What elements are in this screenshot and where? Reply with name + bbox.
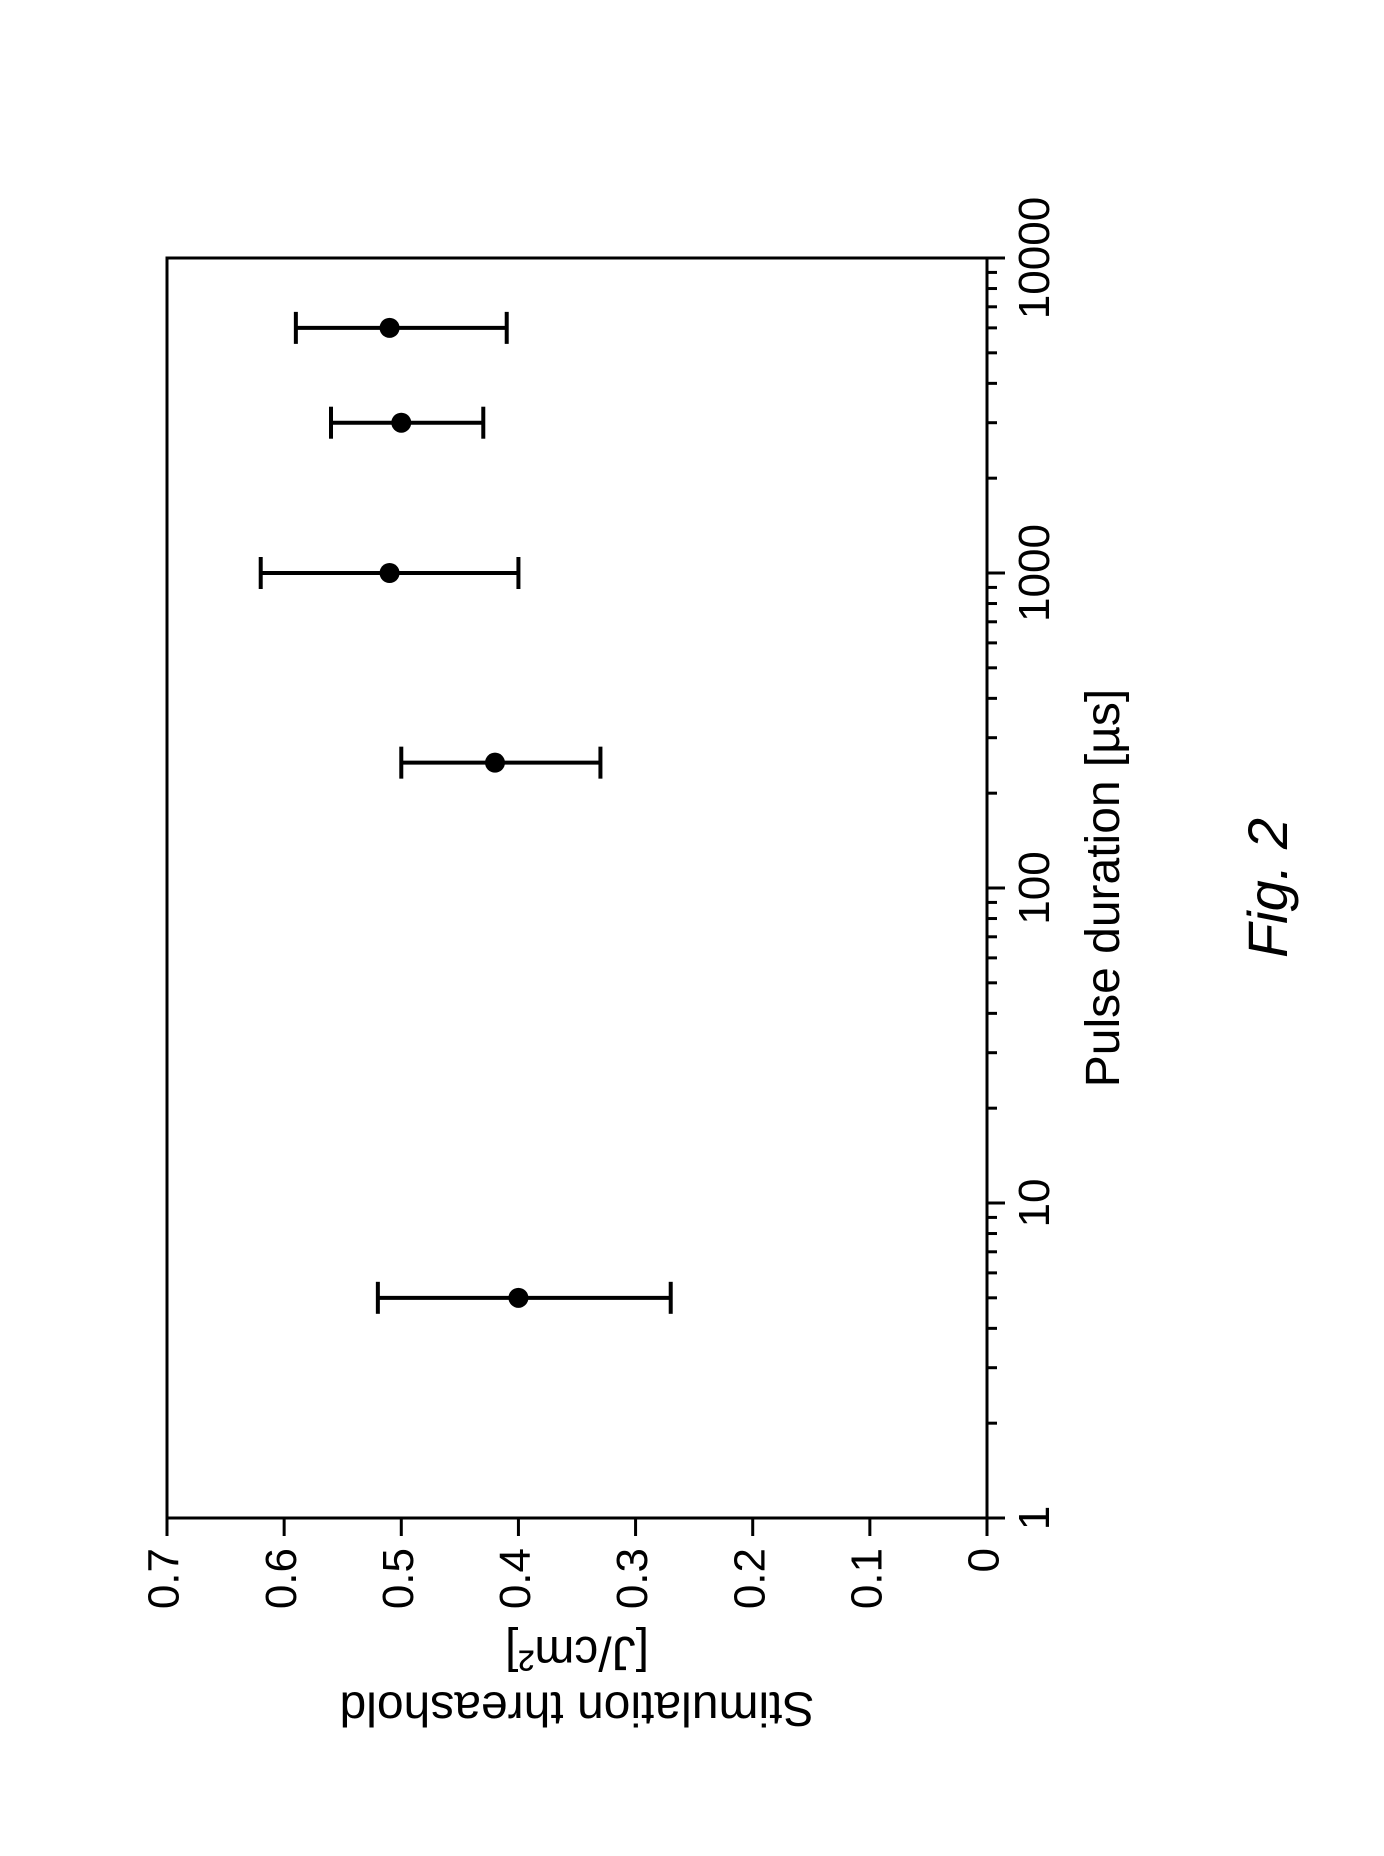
y-tick-label: 0.5 — [374, 1548, 423, 1609]
y-tick-label: 0 — [960, 1548, 1009, 1572]
x-tick-label: 10 — [1010, 1179, 1059, 1228]
y-tick-label: 0.6 — [257, 1548, 306, 1609]
y-tick-label: 0.2 — [725, 1548, 774, 1609]
y-tick-label: 0.3 — [608, 1548, 657, 1609]
page: 0 0.1 0.2 0.3 0.4 0.5 0.6 0.7 1 10 100 1000 10000 Pul… — [0, 0, 1384, 1856]
x-tick-label: 10000 — [1010, 197, 1059, 319]
x-tick-label: 1 — [1010, 1506, 1059, 1530]
rotated-chart-wrapper: 0 0.1 0.2 0.3 0.4 0.5 0.6 0.7 1 10 100 1000 10000 Pul… — [67, 78, 1317, 1778]
x-axis-label: Pulse duration [µs] — [1077, 689, 1130, 1088]
y-tick-label: 0.7 — [140, 1548, 189, 1609]
y-axis-label: Stimulation threashold[J/cm²] — [340, 1626, 815, 1734]
y-tick-label: 0.1 — [842, 1548, 891, 1609]
data-point — [380, 563, 400, 583]
chart-svg: 0 0.1 0.2 0.3 0.4 0.5 0.6 0.7 1 10 100 1000 10000 Pul… — [67, 78, 1317, 1778]
x-tick-label: 1000 — [1010, 524, 1059, 622]
plot-border — [167, 258, 987, 1518]
data-point — [391, 413, 411, 433]
figure-caption: Fig. 2 — [1236, 818, 1299, 958]
x-tick-label: 100 — [1010, 851, 1059, 924]
y-tick-label: 0.4 — [491, 1548, 540, 1609]
data-point — [485, 753, 505, 773]
chart-canvas: 0 0.1 0.2 0.3 0.4 0.5 0.6 0.7 1 10 100 1000 10000 Pul… — [67, 78, 1317, 1778]
data-point — [380, 318, 400, 338]
data-point — [508, 1288, 528, 1308]
